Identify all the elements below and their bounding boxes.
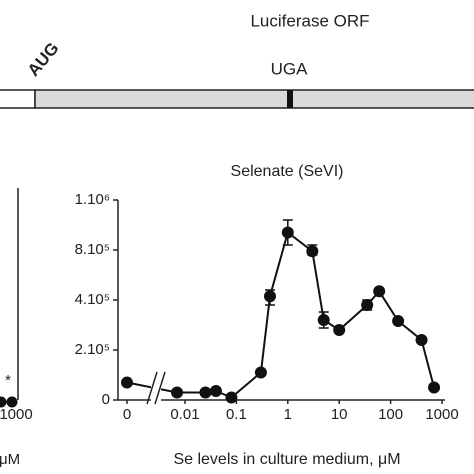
- point: [415, 334, 428, 346]
- point: [199, 386, 212, 399]
- x-tick-label: 1: [284, 406, 292, 423]
- y-tick-label: 8.10⁵: [75, 241, 110, 258]
- point: [225, 391, 238, 404]
- left-point: [0, 396, 7, 408]
- axis-break-gap: [151, 372, 161, 404]
- left-x-label: μM: [0, 451, 20, 468]
- x-tick-label: 100: [378, 406, 403, 423]
- utr: [0, 89, 36, 109]
- point: [392, 315, 405, 327]
- construct-title: Luciferase ORF: [250, 11, 369, 30]
- series-line: [126, 230, 436, 399]
- y-tick-label: 0: [102, 391, 110, 408]
- left-tick-label: 1000: [0, 406, 33, 423]
- point: [254, 366, 267, 379]
- point: [373, 285, 386, 298]
- x-tick-label: 1000: [425, 406, 458, 423]
- y-tick-label: 4.10⁵: [75, 291, 110, 308]
- point: [281, 226, 294, 239]
- axis-break: [154, 371, 166, 405]
- axis-break: [146, 371, 158, 405]
- start-codon: AUG: [24, 39, 63, 80]
- y-tick-label: 2.10⁵: [75, 341, 110, 358]
- x-tick-label: 0: [123, 406, 131, 423]
- point: [361, 299, 374, 311]
- point: [263, 290, 276, 303]
- orf: [34, 89, 474, 109]
- chart-title: Selenate (SeVI): [231, 163, 344, 180]
- point: [333, 324, 346, 336]
- x-tick-label: 10: [331, 406, 348, 423]
- uga-mark: [287, 90, 293, 108]
- point: [121, 376, 133, 389]
- x-axis-label: Se levels in culture medium, μM: [173, 451, 400, 468]
- point: [209, 385, 222, 397]
- x-tick-label: 0.1: [226, 406, 247, 423]
- y-tick-label: 1.10⁶: [75, 191, 110, 208]
- left-point: [6, 396, 18, 408]
- point: [317, 314, 330, 326]
- left-annotation: *: [5, 372, 11, 389]
- x-tick-label: 0.01: [170, 406, 199, 423]
- point: [171, 386, 184, 399]
- point: [428, 381, 441, 394]
- point: [306, 245, 319, 258]
- stop-codon: UGA: [271, 59, 309, 78]
